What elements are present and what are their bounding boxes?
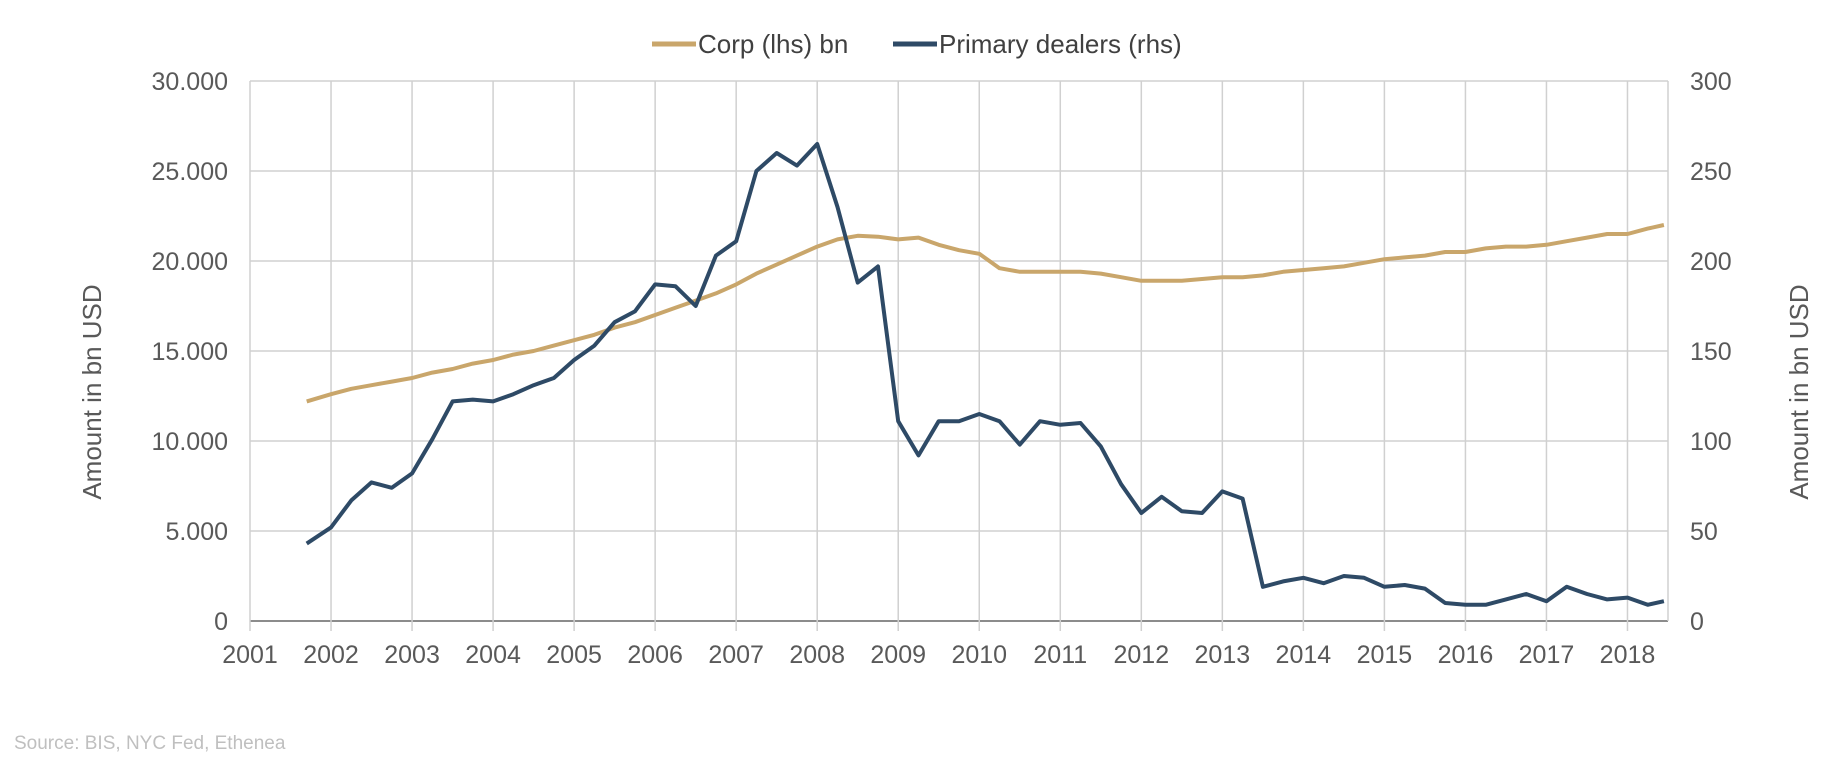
legend-label: Primary dealers (rhs) <box>939 29 1182 59</box>
x-tick-label: 2017 <box>1519 641 1575 669</box>
y-left-tick-label: 5.000 <box>165 518 228 546</box>
legend-label: Corp (lhs) bn <box>698 29 848 59</box>
y-left-tick-label: 20.000 <box>152 248 228 276</box>
x-tick-label: 2007 <box>708 641 764 669</box>
y-left-tick-label: 25.000 <box>152 158 228 186</box>
x-tick-label: 2013 <box>1195 641 1251 669</box>
y-right-axis-title: Amount in bn USD <box>1784 284 1814 499</box>
source-note: Source: BIS, NYC Fed, Ethenea <box>14 733 286 754</box>
x-tick-label: 2008 <box>789 641 845 669</box>
y-right-tick-label: 250 <box>1690 158 1732 186</box>
y-right-tick-label: 300 <box>1690 68 1732 96</box>
axes: 0 5.000 10.000 15.000 20.000 25.000 30.000 0 50 1… <box>152 68 1732 669</box>
y-right-tick-label: 150 <box>1690 338 1732 366</box>
lines <box>305 142 1665 607</box>
x-tick-label: 2011 <box>1033 641 1087 669</box>
x-tick-label: 2006 <box>627 641 683 669</box>
legend: Corp (lhs) bn Primary dealers (rhs) <box>652 29 1182 59</box>
x-tick-label: 2004 <box>465 641 521 669</box>
x-tick-label: 2014 <box>1276 641 1332 669</box>
series-line-corp <box>306 223 1665 404</box>
y-right-tick-label: 200 <box>1690 248 1732 276</box>
grid <box>249 80 1669 631</box>
y-right-tick-label: 0 <box>1690 608 1704 636</box>
y-left-tick-label: 15.000 <box>152 338 228 366</box>
series-line-primary-dealers <box>305 142 1665 607</box>
y-right-tick-label: 100 <box>1690 428 1732 456</box>
x-tick-label: 2003 <box>384 641 440 669</box>
x-tick-label: 2016 <box>1438 641 1494 669</box>
y-left-axis-title: Amount in bn USD <box>77 284 107 499</box>
y-left-tick-label: 10.000 <box>152 428 228 456</box>
x-tick-label: 2009 <box>870 641 926 669</box>
x-tick-label: 2001 <box>222 641 278 669</box>
x-tick-label: 2015 <box>1357 641 1413 669</box>
y-right-tick-label: 50 <box>1690 518 1718 546</box>
x-tick-label: 2018 <box>1600 641 1656 669</box>
x-tick-label: 2010 <box>951 641 1007 669</box>
x-tick-label: 2012 <box>1114 641 1170 669</box>
y-left-tick-label: 0 <box>214 608 228 636</box>
x-tick-label: 2002 <box>303 641 359 669</box>
y-left-tick-label: 30.000 <box>152 68 228 96</box>
x-tick-label: 2005 <box>546 641 602 669</box>
